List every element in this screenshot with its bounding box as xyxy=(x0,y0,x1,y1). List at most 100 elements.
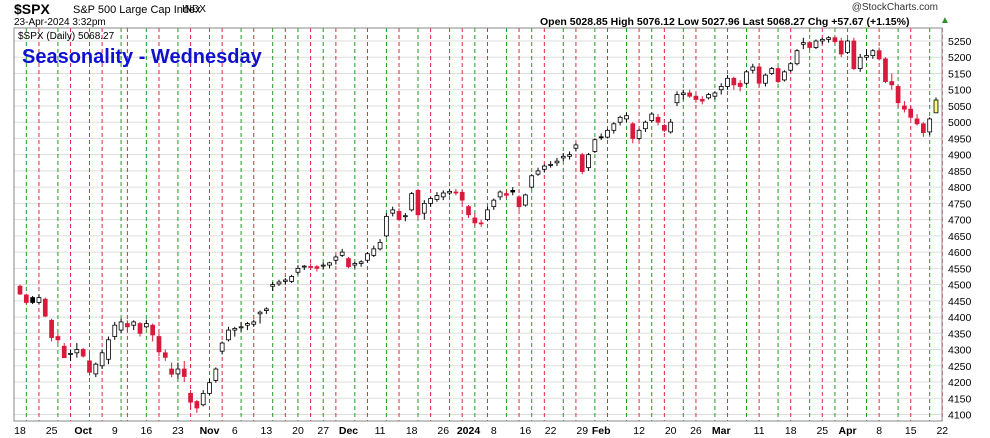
candle-body xyxy=(782,71,787,81)
candle-body xyxy=(175,368,181,375)
plot-frame xyxy=(13,27,943,422)
candle-body xyxy=(548,164,554,166)
candle-body xyxy=(927,118,933,133)
candle-body xyxy=(857,56,863,69)
candle-body xyxy=(131,321,137,326)
x-tick-label: Apr xyxy=(839,425,857,437)
x-tick-label: 23 xyxy=(172,425,184,437)
x-axis-tick-labels: 18 25 Oct 9 16 23 Nov 6 13 20 27 Dec 11 18 26 2024 8 16 22… xyxy=(14,425,948,437)
candle-body xyxy=(560,155,566,159)
gridlines xyxy=(14,40,942,416)
candle-body xyxy=(769,68,775,74)
candle-body xyxy=(800,42,806,45)
candle-body xyxy=(529,175,535,188)
candle-body xyxy=(314,266,320,269)
x-tick-label: 6 xyxy=(232,425,238,437)
candle-body xyxy=(213,368,219,381)
candle-body xyxy=(794,50,800,65)
x-tick-label: 25 xyxy=(46,425,58,437)
candle-body xyxy=(750,66,756,71)
candle-body xyxy=(207,382,212,394)
candle-body xyxy=(301,265,307,268)
candle-body xyxy=(731,77,737,86)
x-tick-label: 11 xyxy=(754,425,765,437)
candle-body xyxy=(933,99,939,114)
candle-body xyxy=(402,215,408,218)
candle-body xyxy=(826,37,831,40)
candle-body xyxy=(270,284,276,287)
candle-body xyxy=(535,170,541,175)
candle-body xyxy=(61,345,67,359)
x-tick-label: 22 xyxy=(936,425,948,437)
candle-body xyxy=(358,261,364,264)
x-tick-label: Oct xyxy=(74,425,92,437)
candle-body xyxy=(447,190,452,194)
candle-body xyxy=(282,279,288,282)
candle-body xyxy=(491,199,497,208)
x-tick-label: 16 xyxy=(141,425,153,437)
candle-body xyxy=(320,264,326,267)
exchange: INDX xyxy=(182,4,206,15)
candle-body xyxy=(655,116,661,123)
candle-body xyxy=(908,108,914,118)
change-up-arrow-icon: ▲ xyxy=(940,15,950,26)
candle-body xyxy=(864,55,869,58)
candle-body xyxy=(68,353,73,355)
x-tick-label: 18 xyxy=(406,425,418,437)
y-tick-label: 4550 xyxy=(948,263,972,275)
candle-body xyxy=(150,324,156,336)
candle-body xyxy=(346,258,351,268)
y-tick-label: 4200 xyxy=(948,377,972,389)
candle-body xyxy=(921,123,926,133)
candle-body xyxy=(251,321,257,325)
candle-body xyxy=(440,192,446,198)
candle-body xyxy=(851,40,857,69)
candle-body xyxy=(257,311,263,315)
candle-body xyxy=(106,339,111,360)
candle-body xyxy=(453,191,459,194)
x-tick-label: 16 xyxy=(520,425,532,437)
candle-body xyxy=(308,265,313,268)
x-tick-label: 25 xyxy=(816,425,828,437)
candle-body xyxy=(74,349,80,354)
x-tick-label: Mar xyxy=(712,425,731,437)
x-tick-label: 22 xyxy=(545,425,557,437)
candle-body xyxy=(592,139,598,152)
x-tick-label: 13 xyxy=(261,425,273,437)
candle-body xyxy=(352,263,358,266)
candle-body xyxy=(889,81,895,86)
candle-body xyxy=(744,71,749,84)
candle-body xyxy=(813,40,819,48)
chart-title: Seasonality - Wednesday xyxy=(22,46,262,68)
candle-body xyxy=(630,123,636,139)
candle-body xyxy=(832,37,838,43)
y-tick-label: 5050 xyxy=(948,101,972,113)
candle-body xyxy=(617,116,623,123)
y-tick-label: 5000 xyxy=(948,117,972,129)
candle-body xyxy=(219,342,225,352)
candle-body xyxy=(649,113,655,121)
candle-body xyxy=(838,40,844,55)
candle-body xyxy=(598,136,604,139)
candle-body xyxy=(699,99,705,102)
candle-body xyxy=(80,349,86,357)
candle-body xyxy=(371,248,377,256)
candle-body xyxy=(23,294,29,303)
y-tick-label: 4900 xyxy=(948,150,972,162)
candle-body xyxy=(712,92,718,97)
candle-body xyxy=(706,94,711,99)
candle-body xyxy=(409,193,415,211)
candle-body xyxy=(327,262,332,266)
y-tick-label: 5250 xyxy=(948,36,972,48)
candle-body xyxy=(504,193,509,196)
candle-body xyxy=(137,323,143,334)
candle-body xyxy=(264,308,269,311)
candle-body xyxy=(643,121,648,130)
x-tick-label: 20 xyxy=(665,425,677,437)
candle-body xyxy=(42,298,48,317)
quote-datetime: 23-Apr-2024 3:32pm xyxy=(14,17,106,28)
candle-body xyxy=(668,121,674,133)
candle-body xyxy=(87,360,92,373)
candle-body xyxy=(819,38,825,42)
